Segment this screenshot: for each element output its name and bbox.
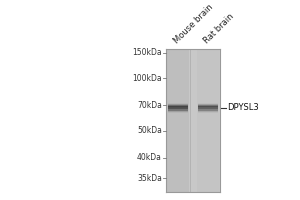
Bar (198, 110, 218, 111)
Bar (168, 104, 188, 105)
Bar (168, 105, 188, 106)
Bar (168, 111, 188, 112)
Bar (198, 106, 218, 107)
Text: 50kDa: 50kDa (137, 126, 162, 135)
Bar (168, 112, 188, 113)
Bar (198, 110, 218, 111)
Bar (198, 103, 218, 104)
Bar (168, 110, 188, 111)
Bar (198, 107, 218, 108)
Bar (166, 49, 220, 192)
Bar (168, 106, 188, 107)
Bar (197, 49, 219, 192)
Text: Rat brain: Rat brain (202, 12, 235, 46)
Bar (168, 107, 188, 108)
Text: 35kDa: 35kDa (137, 174, 162, 183)
Bar (168, 104, 188, 105)
Bar (198, 109, 218, 110)
Bar (198, 106, 218, 107)
Bar (168, 105, 188, 106)
Text: 70kDa: 70kDa (137, 101, 162, 110)
Bar (198, 105, 218, 106)
Bar (198, 108, 218, 109)
Bar (168, 106, 188, 107)
Bar (167, 49, 189, 192)
Text: 100kDa: 100kDa (132, 74, 162, 83)
Bar (198, 111, 218, 112)
Bar (168, 108, 188, 109)
Bar (198, 112, 218, 113)
Text: Mouse brain: Mouse brain (172, 3, 215, 46)
Bar (168, 110, 188, 111)
Bar (198, 104, 218, 105)
Bar (168, 109, 188, 110)
Bar (168, 112, 188, 113)
Text: 40kDa: 40kDa (137, 153, 162, 162)
Bar (168, 111, 188, 112)
Bar (168, 103, 188, 104)
Bar (198, 105, 218, 106)
Bar (198, 104, 218, 105)
Bar (198, 111, 218, 112)
Text: 150kDa: 150kDa (132, 48, 162, 57)
Text: DPYSL3: DPYSL3 (227, 103, 259, 112)
Bar (198, 112, 218, 113)
